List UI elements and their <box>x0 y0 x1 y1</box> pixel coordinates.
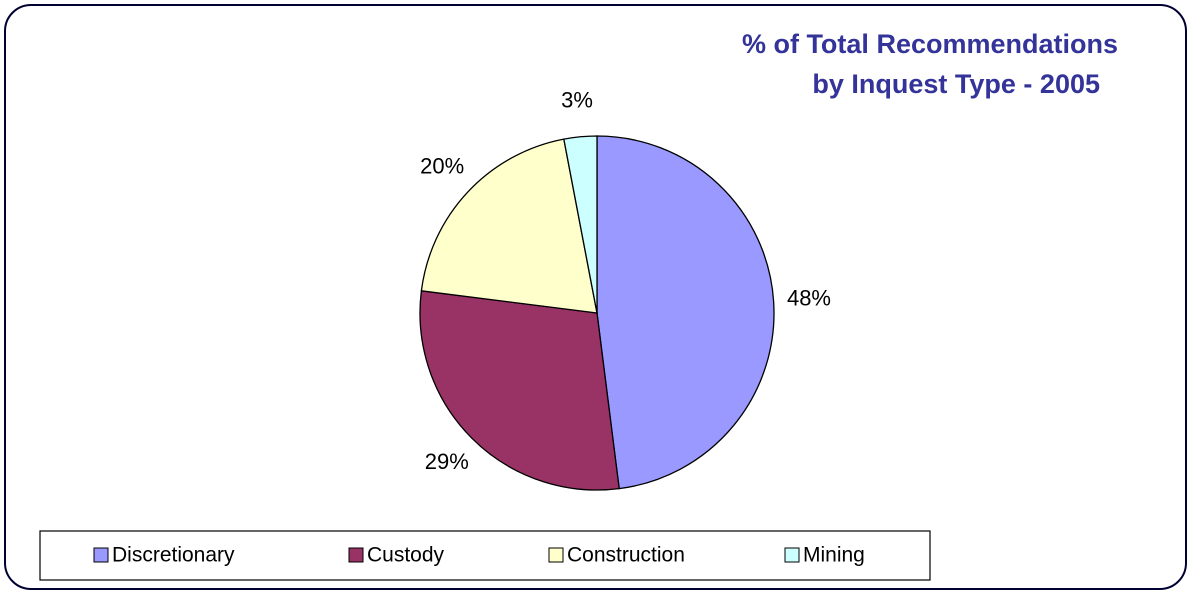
legend-swatch <box>784 547 800 563</box>
pie-slice <box>420 138 598 314</box>
data-label: 20% <box>420 153 464 178</box>
pie-slice <box>563 135 598 314</box>
pie-slice <box>596 135 775 490</box>
legend-box <box>39 530 931 581</box>
chart-title: % of Total Recommendations <box>742 29 1118 59</box>
data-label: 48% <box>787 285 831 310</box>
chart-title: by Inquest Type - 2005 <box>812 69 1100 99</box>
legend-label: Mining <box>803 544 865 567</box>
data-label: 29% <box>425 449 469 474</box>
legend-label: Discretionary <box>112 544 235 567</box>
legend-swatch <box>93 547 109 563</box>
legend-label: Custody <box>367 544 445 567</box>
data-label: 3% <box>561 87 593 112</box>
legend-swatch <box>548 547 564 563</box>
pie-slice <box>419 290 620 491</box>
legend-swatch <box>348 547 364 563</box>
legend-label: Construction <box>567 544 685 567</box>
